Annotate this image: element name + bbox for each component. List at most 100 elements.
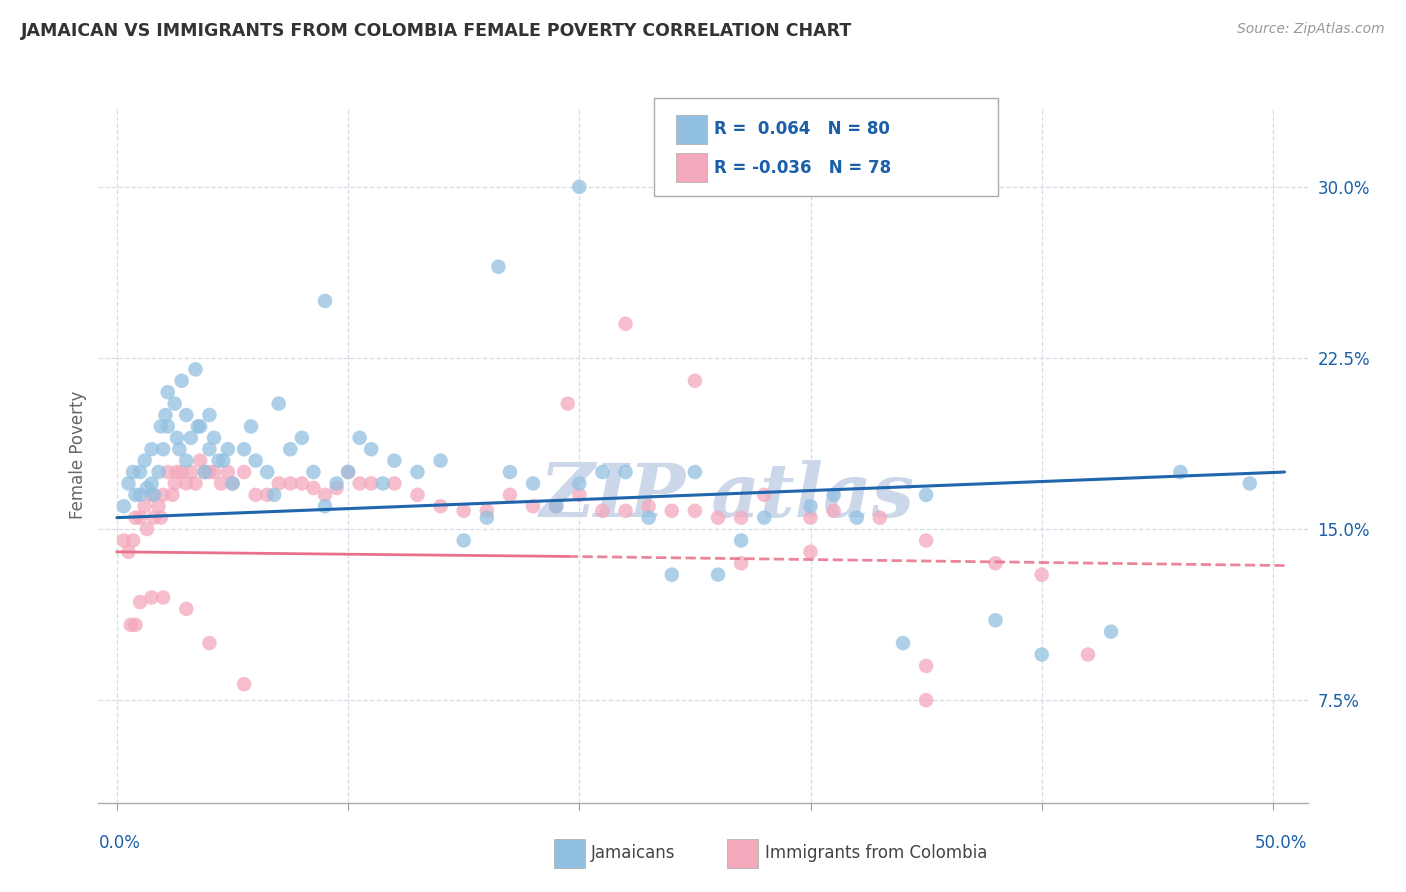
Point (174, 476, 197, 491)
Point (360, 442, 382, 457)
Point (124, 618, 146, 632)
Point (198, 465, 221, 479)
Point (984, 556, 1007, 570)
Point (267, 476, 290, 491)
Point (198, 408, 221, 422)
Point (314, 293, 336, 308)
Point (349, 476, 371, 491)
Point (637, 510, 659, 524)
Point (120, 618, 142, 632)
Point (360, 476, 382, 491)
Text: Immigrants from Colombia: Immigrants from Colombia (765, 844, 987, 862)
Point (349, 431, 371, 445)
Point (194, 465, 217, 479)
Point (129, 510, 152, 524)
Point (202, 431, 225, 445)
Point (174, 453, 197, 467)
Point (591, 504, 613, 518)
Point (156, 419, 179, 434)
Point (112, 500, 135, 514)
Point (915, 533, 938, 548)
Point (429, 453, 451, 467)
Point (136, 481, 159, 495)
Point (915, 488, 938, 502)
Point (1170, 465, 1192, 479)
Point (568, 476, 591, 491)
Point (557, 396, 579, 410)
Point (475, 504, 498, 518)
Point (429, 500, 451, 514)
Point (915, 693, 938, 707)
Point (170, 465, 193, 479)
Point (129, 595, 152, 609)
Point (136, 522, 159, 536)
Point (499, 488, 522, 502)
Point (166, 431, 188, 445)
Point (522, 476, 544, 491)
Text: 50.0%: 50.0% (1256, 834, 1308, 852)
Point (240, 419, 263, 434)
Point (170, 374, 193, 388)
Point (406, 465, 429, 479)
Y-axis label: Female Poverty: Female Poverty (69, 391, 87, 519)
Point (382, 453, 405, 467)
Point (614, 504, 637, 518)
Point (198, 636, 221, 650)
Point (683, 374, 706, 388)
Point (661, 504, 683, 518)
Point (117, 545, 139, 559)
Point (1239, 476, 1261, 491)
Point (163, 396, 186, 410)
Point (915, 659, 938, 673)
Point (1031, 648, 1053, 662)
Text: R =  0.064   N = 80: R = 0.064 N = 80 (714, 120, 890, 138)
Point (124, 488, 146, 502)
Point (707, 567, 730, 582)
Point (1031, 567, 1053, 582)
Point (486, 260, 509, 274)
Point (730, 533, 752, 548)
Point (1077, 648, 1099, 662)
Point (614, 317, 637, 331)
Point (614, 465, 637, 479)
Point (208, 453, 231, 467)
Point (152, 591, 174, 605)
Point (202, 465, 225, 479)
Point (187, 419, 209, 434)
Point (198, 442, 221, 457)
Point (730, 510, 752, 524)
Point (591, 465, 613, 479)
Point (823, 488, 845, 502)
Point (169, 442, 191, 457)
Point (129, 488, 152, 502)
Point (256, 465, 278, 479)
Point (149, 419, 172, 434)
Point (245, 453, 267, 467)
Point (180, 431, 202, 445)
Point (217, 465, 239, 479)
Point (799, 500, 821, 514)
Point (302, 481, 325, 495)
Point (156, 465, 179, 479)
Point (141, 488, 163, 502)
Point (194, 465, 217, 479)
Point (475, 510, 498, 524)
Point (522, 500, 544, 514)
Point (152, 442, 174, 457)
Point (256, 488, 278, 502)
Point (1099, 624, 1122, 639)
Point (754, 488, 776, 502)
Point (141, 591, 163, 605)
Text: ZIP atlas: ZIP atlas (540, 460, 915, 533)
Point (233, 677, 256, 691)
Text: JAMAICAN VS IMMIGRANTS FROM COLOMBIA FEMALE POVERTY CORRELATION CHART: JAMAICAN VS IMMIGRANTS FROM COLOMBIA FEM… (21, 22, 852, 40)
Point (263, 488, 285, 502)
Point (134, 500, 156, 514)
Point (754, 510, 776, 524)
Point (337, 465, 360, 479)
Point (546, 500, 568, 514)
Point (174, 408, 197, 422)
Point (129, 465, 152, 479)
Point (141, 476, 163, 491)
Point (122, 465, 145, 479)
